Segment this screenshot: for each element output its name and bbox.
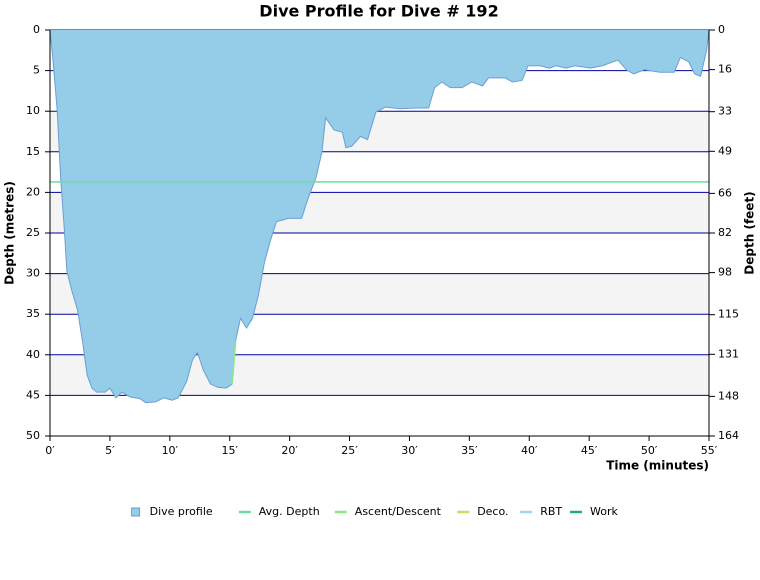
y2-tick-label: 16 [718, 63, 732, 76]
y-tick-label: 50 [26, 429, 40, 442]
y-tick-label: 20 [26, 185, 40, 198]
y2-tick-label: 0 [718, 23, 725, 36]
x-tick-label: 5′ [105, 444, 115, 457]
chart-title: Dive Profile for Dive # 192 [259, 2, 498, 21]
y2-tick-label: 115 [718, 308, 739, 321]
y2-axis-label: Depth (feet) [743, 191, 757, 274]
x-tick-label: 40′ [521, 444, 538, 457]
x-tick-label: 10′ [162, 444, 179, 457]
x-tick-label: 15′ [221, 444, 238, 457]
legend-label: Avg. Depth [259, 505, 320, 518]
y-tick-label: 5 [33, 64, 40, 77]
x-tick-label: 20′ [281, 444, 298, 457]
y2-tick-label: 164 [718, 429, 739, 442]
x-tick-label: 0′ [45, 444, 55, 457]
legend: Dive profile Avg. Depth Ascent/Descent Deco… [131, 505, 618, 518]
x-axis-label: Time (minutes) [606, 459, 709, 473]
x-tick-label: 45′ [581, 444, 598, 457]
y-tick-label: 35 [26, 307, 40, 320]
legend-label: Work [590, 505, 618, 518]
area-line [49, 29, 710, 404]
x-tick-label: 50′ [641, 444, 658, 457]
x-tick-label: 25′ [341, 444, 358, 457]
y2-tick-label: 49 [718, 144, 732, 157]
segment-line [231, 340, 237, 385]
x-tick-label: 55′ [701, 444, 718, 457]
x-tick-label: 30′ [401, 444, 418, 457]
y2-tick-label: 148 [718, 389, 739, 402]
y2-tick-label: 66 [718, 186, 732, 199]
legend-label: Ascent/Descent [355, 505, 442, 518]
legend-label: Dive profile [150, 505, 213, 518]
y2-tick-label: 33 [718, 105, 732, 118]
y-tick-label: 15 [26, 145, 40, 158]
y-axis-label: Depth (metres) [3, 181, 17, 285]
y2-tick-label: 82 [718, 226, 732, 239]
y-tick-label: 45 [26, 388, 40, 401]
y-tick-label: 25 [26, 226, 40, 239]
y-tick-label: 40 [26, 348, 40, 361]
y2-tick-label: 98 [718, 266, 732, 279]
legend-label: Deco. [477, 505, 508, 518]
legend-swatch [131, 507, 141, 517]
x-tick-label: 35′ [461, 444, 478, 457]
legend-label: RBT [540, 505, 562, 518]
area-fill [50, 30, 709, 403]
y-tick-label: 0 [33, 23, 40, 36]
y-tick-label: 10 [26, 104, 40, 117]
y2-tick-label: 131 [718, 347, 739, 360]
y-tick-label: 30 [26, 267, 40, 280]
